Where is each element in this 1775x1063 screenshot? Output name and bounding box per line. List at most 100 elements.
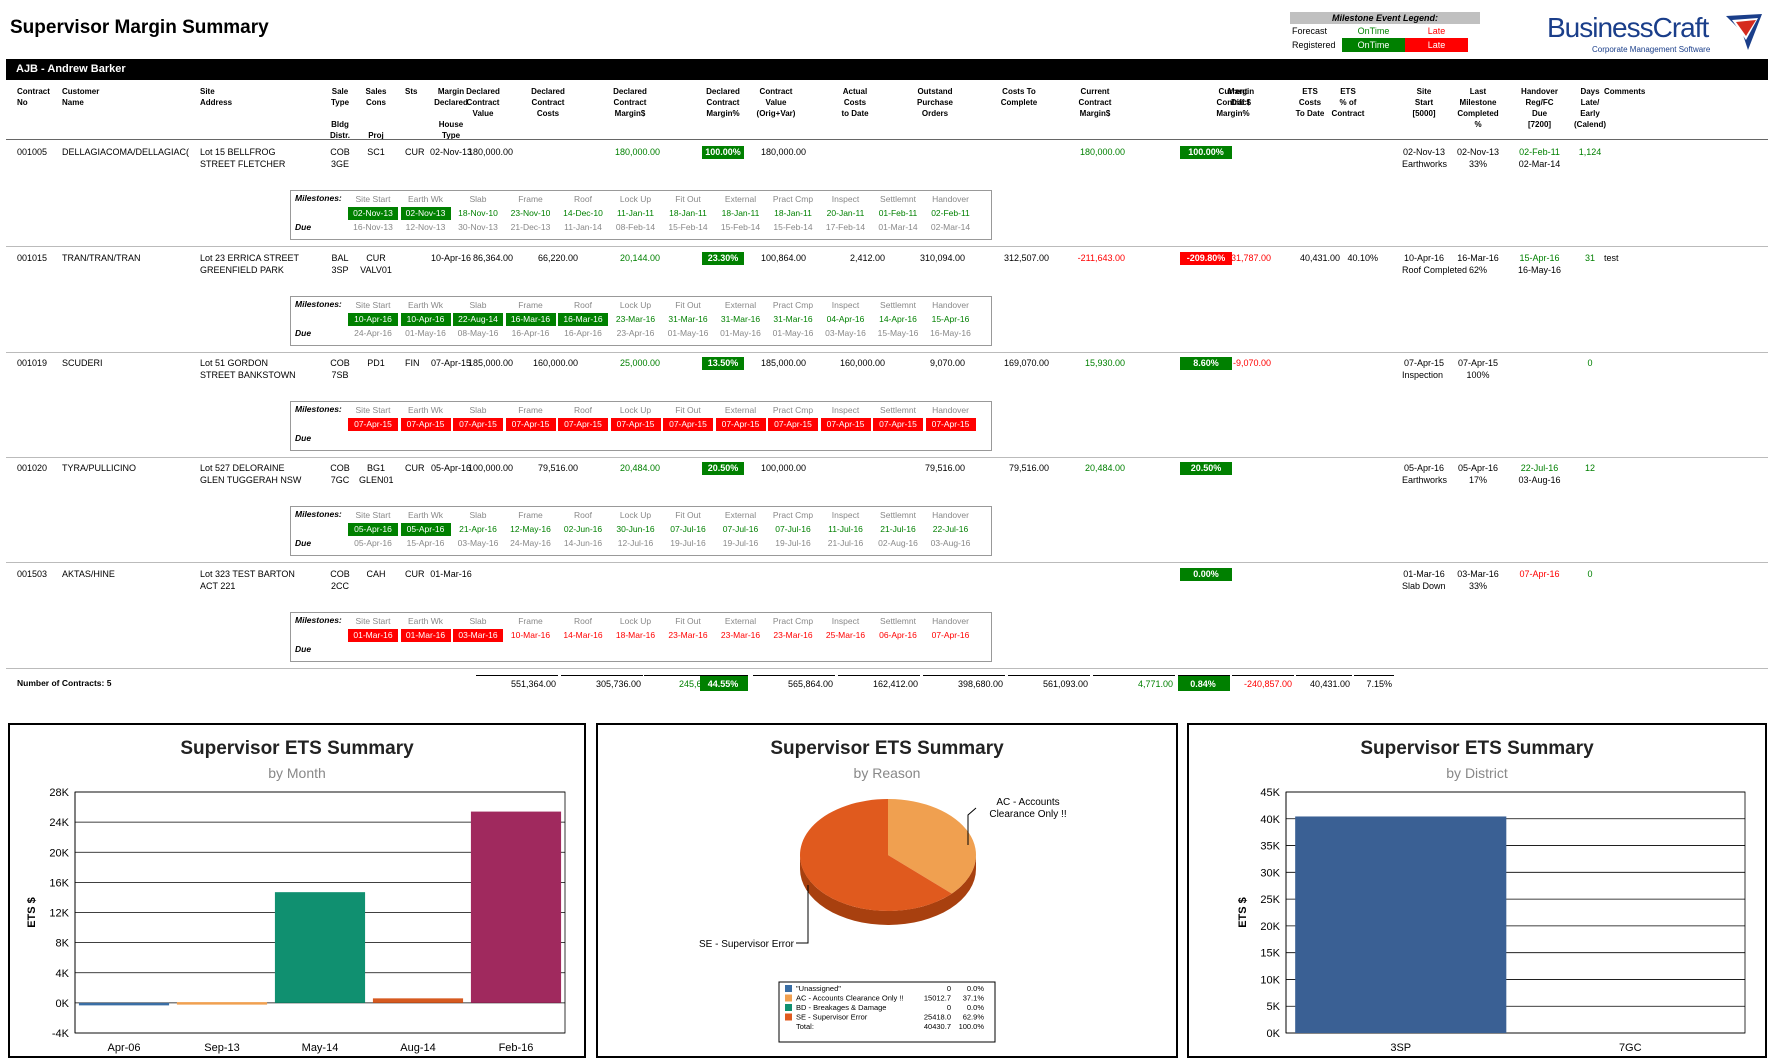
milestone-name: Site Start	[355, 616, 391, 626]
milestone-date: 07-Apr-15	[715, 418, 766, 431]
milestone-name: Settlemnt	[880, 300, 916, 310]
cell-dcc: 79,516.00	[537, 463, 578, 473]
milestone-due-date: 01-May-16	[720, 328, 761, 338]
x-tick-label: Aug-14	[400, 1042, 435, 1054]
cell-sales: CUR	[366, 253, 386, 263]
cell-cv: 185,000.00	[760, 358, 806, 368]
cell-customer: SCUDERI	[62, 358, 103, 368]
y-tick-label: 30K	[1260, 867, 1280, 879]
milestone-date: 01-Mar-16	[400, 629, 451, 642]
y-tick-label: 25K	[1260, 894, 1280, 906]
milestone-name: Inspect	[831, 510, 860, 520]
pie-label-ac: Clearance Only !!	[989, 809, 1066, 820]
column-header-days: Days Late/Early (Calend)	[1574, 87, 1606, 129]
column-header-handover: Handover Reg/FC Due [7200]	[1521, 87, 1558, 129]
pie-label-ac: AC - Accounts	[996, 797, 1059, 808]
milestone-name: Site Start	[355, 510, 391, 520]
milestone-due-date: 19-Jul-16	[775, 538, 811, 548]
cell-dcv: 180,000.00	[467, 147, 513, 157]
cell-sales: GLEN01	[359, 475, 394, 485]
pie-leader-se	[796, 885, 809, 944]
cell-cv: 180,000.00	[760, 147, 806, 157]
y-tick-label: 28K	[49, 787, 69, 799]
due-label: Due	[295, 433, 312, 443]
pie-legend-swatch	[785, 994, 792, 1002]
milestone-name: Frame	[518, 194, 543, 204]
milestone-date: 23-Nov-10	[510, 208, 551, 218]
cell-margin_decl: 02-Nov-13	[429, 147, 473, 157]
chart-title: Supervisor ETS Summary	[770, 738, 1004, 759]
pie-legend-value: 0	[947, 984, 951, 993]
column-header-sales: Sales Cons Proj	[365, 87, 387, 140]
cell-days: 0	[1587, 358, 1593, 368]
milestone-name: Inspect	[831, 300, 860, 310]
chart-subtitle: by Month	[268, 765, 326, 781]
cell-lastms: 03-Mar-16	[1457, 569, 1499, 579]
cell-sale: COB	[330, 358, 350, 368]
column-header-actual: Actual Costs to Date	[841, 87, 869, 118]
milestone-name: Lock Up	[619, 616, 652, 626]
declared-margin-pct-badge: 23.30%	[702, 252, 744, 265]
y-tick-label: 4K	[56, 968, 70, 980]
milestone-name: Slab	[469, 405, 487, 415]
milestone-name: Slab	[469, 300, 487, 310]
milestone-date: 02-Nov-13	[348, 207, 398, 220]
cell-customer: TYRA/PULLICINO	[62, 463, 137, 473]
milestone-date: 07-Apr-15	[348, 418, 398, 431]
milestone-due-date: 01-May-16	[667, 328, 709, 338]
cell-contract_no: 001020	[17, 463, 48, 473]
total-ets: 40,431.00	[1296, 675, 1352, 691]
page-title: Supervisor Margin Summary	[10, 17, 269, 38]
cell-site: GREENFIELD PARK	[200, 265, 284, 275]
column-header-mdiff: Margin Diff $	[1227, 87, 1255, 107]
milestone-due-date: 19-Jul-16	[722, 538, 759, 548]
total-dcv: 551,364.00	[476, 675, 558, 691]
milestones-label: Milestones:	[295, 509, 342, 519]
milestone-name: Fit Out	[675, 405, 701, 415]
y-tick-label: 24K	[49, 817, 69, 829]
milestone-date: 30-Jun-16	[616, 524, 655, 534]
milestone-due-date: 16-Apr-16	[564, 328, 602, 338]
x-tick-label: 7GC	[1619, 1042, 1642, 1054]
logo-check-icon	[1726, 14, 1762, 50]
y-tick-label: 20K	[1260, 921, 1280, 933]
cell-sitestart: Earthworks	[1402, 475, 1448, 485]
pie-label-se: SE - Supervisor Error	[699, 939, 795, 950]
milestone-due-date: 24-May-16	[510, 538, 551, 548]
milestone-name: Settlemnt	[880, 616, 916, 626]
y-tick-label: 20K	[49, 847, 69, 859]
cell-sale: COB	[330, 463, 350, 473]
milestone-name: Slab	[469, 510, 487, 520]
milestone-name: External	[724, 405, 757, 415]
pie-legend-value: 25418.0	[924, 1013, 951, 1022]
cell-sale: 3SP	[331, 265, 349, 275]
milestone-name: Pract Cmp	[772, 616, 814, 626]
cell-contract_no: 001503	[17, 569, 48, 579]
due-label: Due	[295, 644, 312, 654]
milestone-date: 16-Mar-16	[558, 313, 608, 326]
cell-outstanding: 310,094.00	[919, 253, 965, 263]
cell-actual: 2,412.00	[849, 253, 885, 263]
milestone-name: External	[724, 300, 757, 310]
cell-handover: 02-Feb-11	[1519, 147, 1560, 157]
y-axis-label: ETS $	[26, 897, 38, 928]
cell-customer: TRAN/TRAN/TRAN	[62, 253, 141, 263]
milestone-due-date: 12-Jul-16	[617, 538, 654, 548]
milestone-date: 05-Apr-16	[348, 523, 398, 536]
bar-Aug-14	[372, 998, 464, 1003]
pie-legend-name: "Unassigned"	[796, 984, 841, 993]
legend-registered-late: Late	[1405, 38, 1468, 52]
milestone-name: Roof	[574, 405, 592, 415]
cell-site: Lot 51 GORDON	[200, 358, 269, 368]
x-tick-label: 3SP	[1390, 1042, 1411, 1054]
milestone-due-date: 01-May-16	[772, 328, 814, 338]
milestone-date: 21-Apr-16	[459, 524, 497, 534]
cell-handover: 16-May-16	[1517, 265, 1562, 275]
milestone-date: 02-Jun-16	[563, 524, 603, 534]
milestone-panel: Milestones: Due Site Start 02-Nov-13 16-Nov-…	[290, 190, 992, 240]
cell-etsp: 40.10%	[1347, 253, 1378, 263]
milestone-date: 02-Feb-11	[931, 208, 970, 218]
milestone-due-date: 16-Nov-13	[353, 222, 393, 232]
column-header-dcm: Declared Contract Margin$	[613, 87, 647, 118]
column-header-dcv: Declared Contract Value	[466, 87, 500, 118]
